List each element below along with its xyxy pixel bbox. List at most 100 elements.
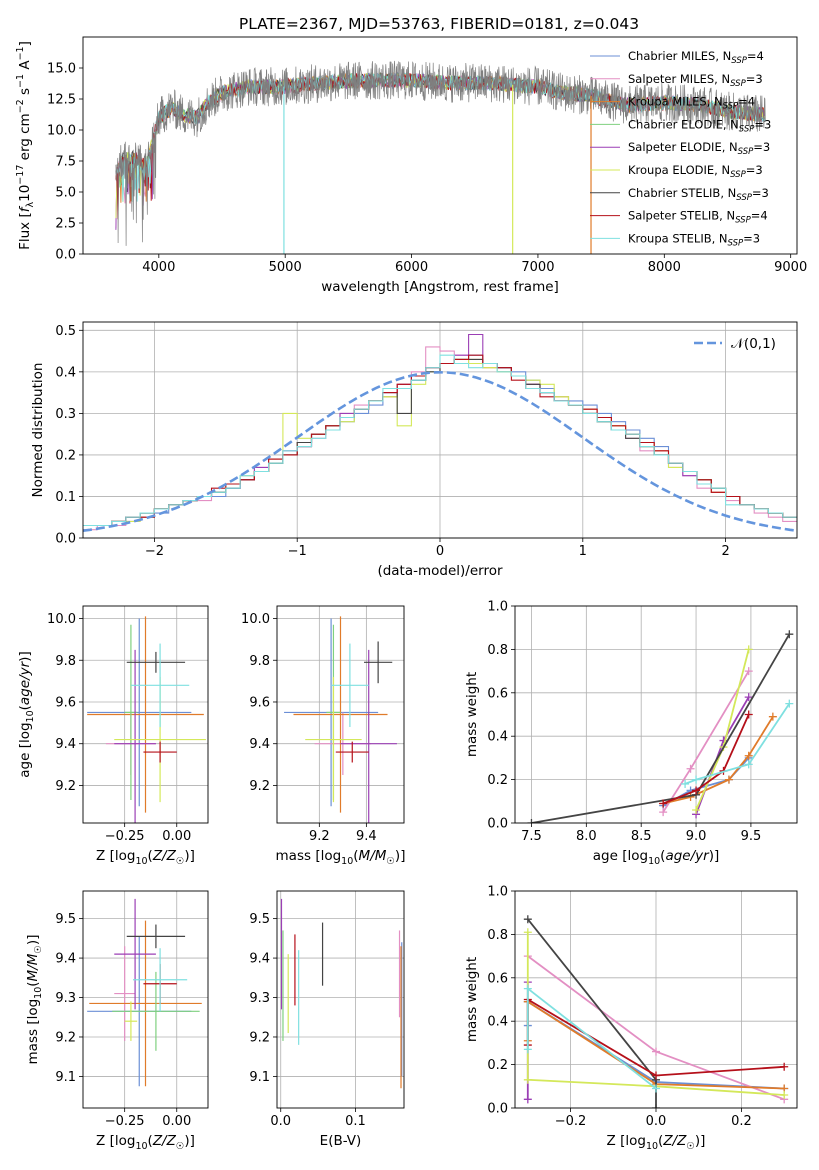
y-axis-label: mass weight xyxy=(464,672,480,757)
y-tick-label: 1.0 xyxy=(487,885,508,900)
ticks: −0.25 0.00 9.1 9.2 9.3 9.4 9.5 xyxy=(55,912,191,1129)
y-tick-label: 9.3 xyxy=(249,991,270,1006)
y-tick-label: 0.4 xyxy=(487,730,508,745)
y-tick-label: 9.2 xyxy=(55,1030,76,1045)
y-axis-label: mass weight xyxy=(464,957,480,1042)
y-axis-label: mass [log10(M/M☉)] xyxy=(25,935,44,1065)
ticks: 9.2 9.4 9.2 9.4 9.6 9.8 10.0 xyxy=(241,612,377,844)
y-tick-label: 0.0 xyxy=(55,532,76,547)
y-axis-label: Flux [fλ10−17 erg cm−2 s−1 A−1] xyxy=(15,41,36,250)
y-tick-label: 10.0 xyxy=(47,124,76,139)
ticks: 4000 5000 6000 7000 8000 9000 0.0 2.5 5.0 7.5 10.0… xyxy=(47,62,807,276)
x-tick-label: 7.5 xyxy=(521,829,542,844)
axes-residuals: −2 −1 0 1 2 0.0 0.1 0.2 0.3 0.4 0.5 𝒩(0,1) (data-mod… xyxy=(30,321,798,579)
y-tick-label: 9.2 xyxy=(55,779,76,794)
y-tick-label: 0.0 xyxy=(487,817,508,832)
axes-frame xyxy=(82,36,798,255)
y-tick-label: 9.5 xyxy=(249,912,270,927)
x-axis-label: Z [log10(Z/Z☉)] xyxy=(96,848,195,867)
y-tick-label: 0.0 xyxy=(55,248,76,263)
y-tick-label: 9.6 xyxy=(249,695,270,710)
y-tick-label: 0.2 xyxy=(55,448,76,463)
ticks: −2 −1 0 1 2 0.0 0.1 0.2 0.3 0.4 0.5 xyxy=(55,324,729,559)
y-tick-label: 12.5 xyxy=(47,93,76,108)
x-tick-label: 4000 xyxy=(142,260,175,275)
weight-marker xyxy=(523,984,532,993)
legend-label: Salpeter STELIB, NSSP=4 xyxy=(628,209,768,226)
grid-lines xyxy=(515,605,797,824)
y-tick-label: 9.4 xyxy=(249,737,270,752)
weight-marker xyxy=(785,630,794,639)
y-tick-label: 0.1 xyxy=(55,490,76,505)
x-tick-label: 1 xyxy=(579,544,587,559)
y-tick-label: 5.0 xyxy=(55,186,76,201)
y-tick-label: 2.5 xyxy=(55,217,76,232)
weight-line xyxy=(684,703,791,785)
x-tick-label: 8.0 xyxy=(576,829,597,844)
weight-marker xyxy=(523,915,532,924)
y-tick-label: 0.2 xyxy=(487,773,508,788)
y-tick-label: 0.4 xyxy=(487,1015,508,1030)
y-tick-label: 0.8 xyxy=(487,928,508,943)
plot-area xyxy=(83,333,797,532)
x-tick-label: 9.2 xyxy=(309,829,330,844)
weight-marker xyxy=(523,1075,532,1084)
x-tick-label: 0.2 xyxy=(731,1114,752,1129)
x-axis-label: E(B-V) xyxy=(320,1133,362,1149)
x-tick-label: 9.5 xyxy=(741,829,762,844)
weight-marker xyxy=(744,645,753,654)
x-tick-label: 0 xyxy=(436,544,444,559)
x-tick-label: −2 xyxy=(145,544,164,559)
grid-lines xyxy=(83,322,797,539)
x-axis-label: mass [log10(M/M☉)] xyxy=(276,848,406,867)
y-tick-label: 9.3 xyxy=(55,991,76,1006)
x-axis-label: (data-model)/error xyxy=(377,563,503,579)
axes-frame xyxy=(276,890,405,1109)
weight-marker xyxy=(659,808,668,817)
weight-marker xyxy=(652,1071,660,1080)
legend: Chabrier MILES, NSSP=4 Salpeter MILES, NS… xyxy=(590,49,771,248)
observed-spectrum-line xyxy=(115,60,766,246)
x-axis-label: wavelength [Angstrom, rest frame] xyxy=(321,279,559,295)
x-tick-label: 0.00 xyxy=(162,829,191,844)
y-tick-label: 0.6 xyxy=(487,971,508,986)
y-tick-label: 10.0 xyxy=(47,612,76,627)
weight-marker xyxy=(744,667,753,676)
grid-lines xyxy=(515,890,797,1109)
axes-weight_vs_Z: −0.2 0.0 0.2 0.0 0.2 0.4 0.6 0.8 1.0 Z [log10(Z/Z… xyxy=(464,885,798,1152)
legend: 𝒩(0,1) xyxy=(694,336,776,352)
weight-marker xyxy=(652,1104,660,1108)
weight-marker xyxy=(652,1047,660,1056)
x-tick-label: 0.00 xyxy=(162,1114,191,1129)
legend-label: Kroupa MILES, NSSP=4 xyxy=(628,95,755,112)
weight-marker xyxy=(523,1095,532,1104)
x-tick-label: 9.4 xyxy=(356,829,377,844)
plot-area xyxy=(523,915,789,1108)
plot-area xyxy=(115,60,766,254)
y-tick-label: 0.6 xyxy=(487,686,508,701)
ticks: 7.5 8.0 8.5 9.0 9.5 0.0 0.2 0.4 0.6 0.8 1.0 xyxy=(487,600,761,845)
plot-area xyxy=(280,898,403,1089)
x-axis-label: age [log10(age/yr)] xyxy=(593,848,719,867)
y-tick-label: 9.8 xyxy=(55,654,76,669)
legend-label: Kroupa ELODIE, NSSP=3 xyxy=(628,163,763,180)
normal-curve xyxy=(83,370,797,532)
axes-age_vs_mass: 9.2 9.4 9.2 9.4 9.6 9.8 10.0 mass [log10(M/M☉)] xyxy=(241,605,406,867)
ticks: 0.0 0.1 9.1 9.2 9.3 9.4 9.5 xyxy=(249,912,365,1129)
x-tick-label: 0.0 xyxy=(646,1114,667,1129)
y-tick-label: 9.5 xyxy=(55,912,76,927)
axes-frame xyxy=(514,890,798,1109)
x-tick-label: −0.25 xyxy=(105,1114,145,1129)
legend-label: 𝒩(0,1) xyxy=(731,336,776,352)
weight-marker xyxy=(785,699,794,708)
axes-weight_vs_age: 7.5 8.0 8.5 9.0 9.5 0.0 0.2 0.4 0.6 0.8 1.0 age [lo… xyxy=(464,600,798,867)
y-tick-label: 9.6 xyxy=(55,695,76,710)
y-tick-label: 9.1 xyxy=(55,1070,76,1085)
y-tick-label: 9.8 xyxy=(249,654,270,669)
plot-area xyxy=(527,630,794,823)
y-tick-label: 0.2 xyxy=(487,1058,508,1073)
weight-marker xyxy=(659,799,668,808)
y-tick-label: 0.3 xyxy=(55,407,76,422)
y-axis-label: age [log10(age/yr)] xyxy=(17,651,36,777)
